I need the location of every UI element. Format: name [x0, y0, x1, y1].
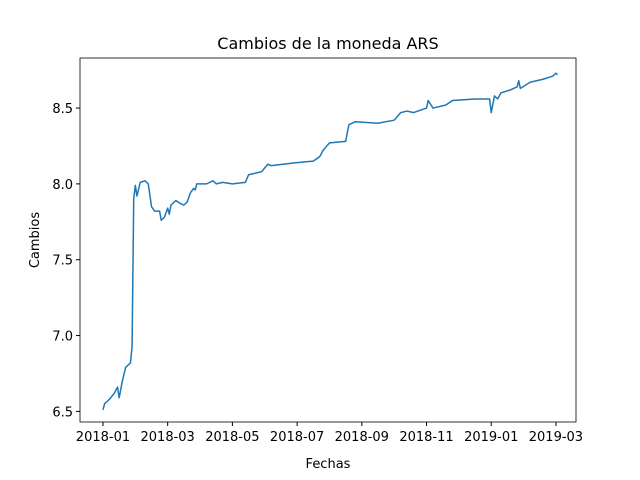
x-tick-label: 2018-11: [399, 430, 453, 445]
y-tick-label: 7.0: [52, 330, 73, 345]
x-tick-label: 2018-09: [335, 430, 389, 445]
chart-title: Cambios de la moneda ARS: [217, 34, 438, 53]
plot-frame: [79, 57, 577, 423]
y-tick-label: 8.0: [52, 178, 73, 193]
x-tick-label: 2019-01: [464, 430, 518, 445]
x-axis-label: Fechas: [306, 457, 351, 472]
y-tick-label: 8.5: [52, 102, 73, 117]
x-tick-label: 2018-07: [270, 430, 324, 445]
x-tick-label: 2019-03: [529, 430, 583, 445]
x-tick-label: 2018-05: [205, 430, 259, 445]
y-tick-label: 7.5: [52, 254, 73, 269]
y-axis-label: Cambios: [28, 212, 43, 269]
x-tick-label: 2018-01: [76, 430, 130, 445]
x-tick-label: 2018-03: [141, 430, 195, 445]
data-line: [102, 72, 559, 411]
y-tick-label: 6.5: [52, 405, 73, 420]
